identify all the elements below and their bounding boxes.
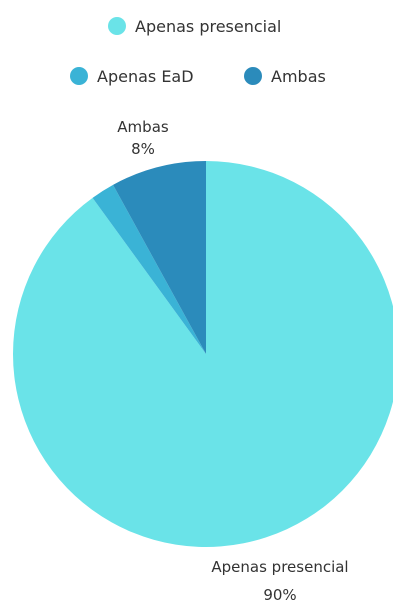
legend-label-apenas-presencial: Apenas presencial (135, 17, 281, 36)
legend-item-apenas-presencial: Apenas presencial (108, 17, 281, 36)
legend-swatch-ambas (244, 67, 262, 85)
pie-slice-apenas-ead (92, 184, 206, 354)
pie-slice-ambas (113, 161, 206, 354)
pie-slices (13, 161, 393, 547)
legend-swatch-apenas-ead (70, 67, 88, 85)
legend-item-apenas-ead: Apenas EaD (70, 67, 194, 86)
legend-label-apenas-ead: Apenas EaD (97, 67, 194, 86)
legend-item-ambas: Ambas (244, 67, 326, 86)
data-label-name-ambas: Ambas (117, 118, 169, 136)
data-label-value-ambas: 8% (131, 140, 155, 158)
legend-label-ambas: Ambas (271, 67, 326, 86)
data-label-value-apenas-presencial: 90% (263, 586, 296, 603)
pie-slice-apenas-presencial (13, 161, 393, 547)
legend: Apenas presencial Apenas EaD Ambas (70, 17, 326, 86)
data-label-name-apenas-presencial: Apenas presencial (211, 558, 348, 576)
data-labels: Apenas presencial 90% Ambas 8% (117, 118, 348, 603)
legend-swatch-apenas-presencial (108, 17, 126, 35)
